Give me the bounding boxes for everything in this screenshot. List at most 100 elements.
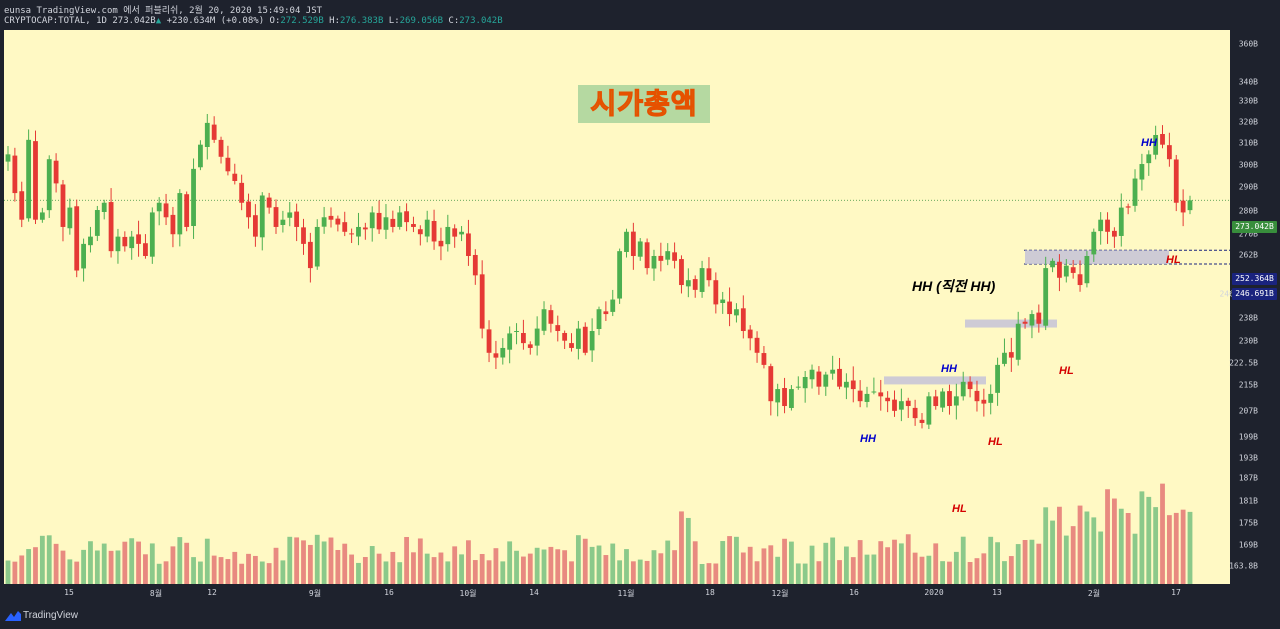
candle-body[interactable] [170, 214, 176, 235]
candle-body[interactable] [527, 344, 533, 348]
candle-body[interactable] [252, 215, 258, 237]
candle-body[interactable] [417, 229, 423, 235]
candle-body[interactable] [1153, 135, 1159, 155]
candle-body[interactable] [1002, 352, 1007, 364]
candle-body[interactable] [74, 206, 80, 271]
candle-body[interactable] [12, 155, 18, 194]
candle-body[interactable] [706, 268, 712, 281]
candle-body[interactable] [266, 197, 272, 208]
candle-body[interactable] [610, 299, 616, 312]
zone-rect[interactable] [965, 319, 1057, 328]
candle-body[interactable] [967, 381, 973, 390]
candle-body[interactable] [617, 251, 623, 299]
candle-body[interactable] [246, 201, 251, 218]
candle-body[interactable] [94, 210, 100, 236]
candle-body[interactable] [905, 400, 911, 407]
candle-body[interactable] [898, 401, 904, 410]
candle-body[interactable] [1050, 260, 1055, 268]
candle-body[interactable] [569, 343, 574, 348]
candle-body[interactable] [988, 393, 994, 403]
candle-body[interactable] [225, 157, 231, 172]
candle-body[interactable] [397, 212, 403, 227]
candle-body[interactable] [232, 173, 238, 181]
candle-body[interactable] [644, 242, 650, 269]
candle-body[interactable] [53, 160, 59, 184]
candle-body[interactable] [349, 233, 355, 235]
candle-body[interactable] [129, 236, 135, 249]
candle-body[interactable] [679, 259, 684, 286]
candle-body[interactable] [1063, 265, 1069, 277]
candle-body[interactable] [699, 268, 705, 292]
candle-body[interactable] [1098, 219, 1104, 232]
time-axis[interactable]: 15 8월 12 9월 16 10월 14 11월 18 12월 16 2020 13 2월 17 [4, 584, 1230, 604]
candle-body[interactable] [789, 389, 794, 408]
candle-body[interactable] [747, 329, 753, 339]
candle-body[interactable] [273, 207, 279, 227]
candle-body[interactable] [1077, 274, 1083, 286]
candle-body[interactable] [521, 333, 526, 344]
candle-body[interactable] [665, 251, 671, 260]
candle-body[interactable] [912, 407, 918, 419]
candle-body[interactable] [843, 381, 849, 388]
candle-body[interactable] [1070, 267, 1076, 273]
candle-body[interactable] [390, 218, 396, 227]
candle-body[interactable] [108, 202, 114, 252]
candle-body[interactable] [995, 364, 1000, 393]
candle-body[interactable] [630, 231, 636, 256]
candle-body[interactable] [823, 374, 829, 387]
candle-body[interactable] [60, 184, 66, 227]
candle-body[interactable] [933, 396, 939, 407]
candle-body[interactable] [624, 231, 629, 252]
candle-body[interactable] [239, 182, 245, 203]
candle-body[interactable] [5, 154, 11, 162]
candle-body[interactable] [575, 328, 581, 349]
candle-body[interactable] [204, 122, 210, 147]
candle-body[interactable] [947, 391, 952, 407]
candle-body[interactable] [603, 311, 609, 315]
candle-body[interactable] [46, 159, 52, 211]
chart-canvas[interactable] [4, 30, 1230, 584]
candle-body[interactable] [1015, 323, 1021, 360]
candle-body[interactable] [294, 211, 300, 227]
candle-body[interactable] [782, 388, 787, 407]
candle-body[interactable] [672, 252, 677, 261]
candle-body[interactable] [850, 380, 856, 390]
candle-body[interactable] [534, 328, 540, 346]
candle-body[interactable] [1084, 255, 1090, 284]
symbol-label[interactable]: CRYPTOCAP:TOTAL, 1D [4, 16, 107, 26]
candle-body[interactable] [472, 254, 478, 276]
candle-body[interactable] [259, 195, 265, 238]
candle-body[interactable] [431, 220, 437, 242]
candle-body[interactable] [541, 309, 547, 331]
candle-body[interactable] [1187, 200, 1193, 211]
candle-body[interactable] [493, 353, 499, 358]
candle-body[interactable] [953, 396, 959, 406]
candle-body[interactable] [280, 219, 286, 225]
candle-body[interactable] [658, 255, 664, 261]
candle-body[interactable] [191, 168, 196, 226]
candle-body[interactable] [218, 139, 224, 157]
candle-body[interactable] [211, 124, 217, 140]
candle-body[interactable] [775, 389, 781, 403]
candle-body[interactable] [940, 391, 946, 408]
candle-body[interactable] [1008, 352, 1014, 358]
candle-body[interactable] [1057, 261, 1062, 278]
candle-body[interactable] [479, 274, 485, 329]
candle-body[interactable] [685, 280, 691, 287]
candle-body[interactable] [115, 236, 121, 252]
candle-body[interactable] [562, 332, 568, 341]
candle-body[interactable] [438, 240, 444, 247]
candle-body[interactable] [19, 191, 25, 220]
candle-body[interactable] [342, 222, 348, 232]
candle-body[interactable] [981, 399, 987, 404]
candle-body[interactable] [1036, 312, 1042, 324]
candle-body[interactable] [754, 337, 760, 353]
candle-body[interactable] [500, 347, 506, 358]
candle-body[interactable] [720, 299, 726, 304]
candle-body[interactable] [768, 366, 774, 402]
candle-body[interactable] [926, 396, 932, 425]
candle-body[interactable] [163, 203, 169, 218]
candle-body[interactable] [514, 331, 519, 333]
candle-body[interactable] [727, 301, 732, 315]
candle-body[interactable] [761, 353, 767, 365]
